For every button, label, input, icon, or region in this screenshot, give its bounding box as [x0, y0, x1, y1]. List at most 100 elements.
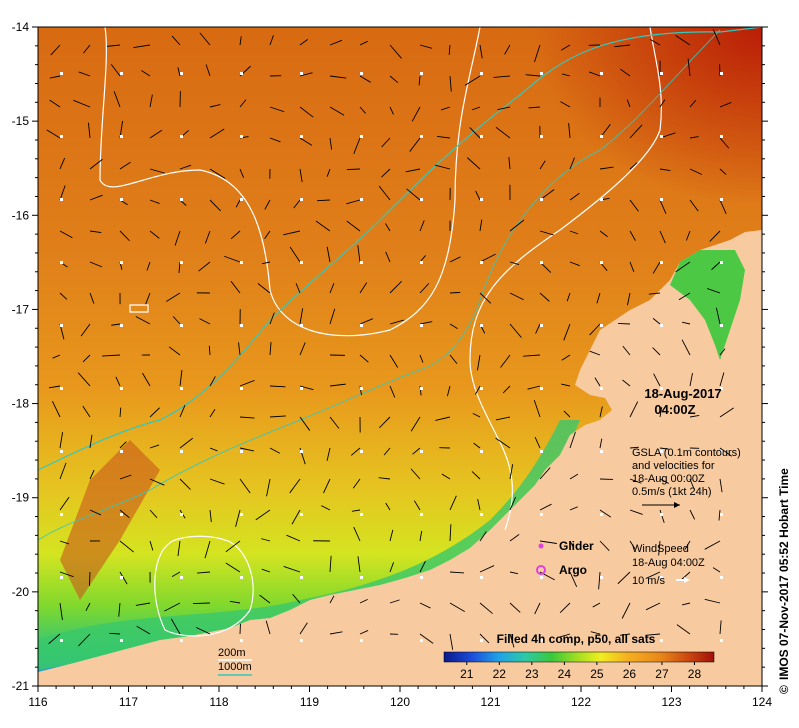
velocity-vector	[704, 540, 721, 550]
velocity-vector	[681, 321, 691, 325]
velocity-vector	[179, 478, 191, 490]
velocity-vector	[509, 602, 521, 613]
wind-marker	[300, 513, 303, 516]
velocity-vector	[295, 283, 301, 294]
velocity-vector	[269, 342, 272, 356]
velocity-vector	[406, 188, 421, 201]
x-tick-label: 116	[28, 695, 47, 709]
map-area	[38, 27, 762, 686]
velocity-vector	[321, 505, 331, 511]
wind-marker	[720, 576, 723, 579]
velocity-vector	[89, 509, 102, 516]
gsla-label-line4: 0.5m/s (1kt 24h)	[632, 486, 711, 498]
wind-marker	[300, 576, 303, 579]
colorbar-tick-label: 23	[525, 667, 539, 681]
velocity-vector	[359, 354, 369, 363]
velocity-vector	[594, 377, 601, 387]
velocity-vector	[266, 478, 271, 497]
wind-marker	[480, 387, 483, 390]
velocity-vector	[561, 383, 571, 387]
velocity-vector	[172, 316, 181, 325]
velocity-vector	[592, 602, 601, 608]
velocity-vector	[659, 478, 669, 484]
velocity-vector	[449, 495, 457, 511]
velocity-vector	[561, 73, 571, 77]
wind-marker	[660, 72, 663, 75]
velocity-vector	[269, 106, 285, 113]
velocity-vector	[509, 464, 514, 480]
velocity-vector	[719, 348, 726, 356]
wind-marker	[120, 450, 123, 453]
velocity-vector	[566, 292, 571, 302]
velocity-vector	[269, 35, 274, 46]
velocity-vector	[569, 157, 575, 170]
velocity-vector	[684, 540, 691, 550]
velocity-vector	[89, 434, 93, 449]
velocity-vector	[286, 534, 301, 542]
velocity-vector	[495, 126, 511, 139]
wind-label-line3: 10 m/s	[632, 575, 666, 587]
wind-marker	[660, 198, 663, 201]
wind-marker	[180, 639, 183, 642]
velocity-vector	[622, 345, 631, 356]
velocity-vector	[704, 598, 721, 604]
velocity-vector	[599, 230, 608, 238]
wind-marker	[120, 261, 123, 264]
velocity-vector	[389, 385, 396, 398]
velocity-vector	[419, 602, 431, 609]
wind-marker	[360, 261, 363, 264]
velocity-vector	[289, 246, 301, 263]
wind-marker	[540, 135, 543, 138]
velocity-vector	[329, 308, 336, 325]
velocity-vector	[78, 633, 91, 647]
velocity-vector	[479, 633, 490, 644]
cool-coastal-band	[38, 420, 580, 686]
velocity-vector	[523, 354, 541, 357]
wind-marker	[540, 576, 543, 579]
velocity-vector	[569, 506, 578, 511]
wind-marker	[420, 387, 423, 390]
velocity-vector	[269, 137, 281, 143]
velocity-vector	[477, 498, 481, 511]
velocity-vector	[352, 478, 361, 489]
wind-marker	[600, 639, 603, 642]
wind-label-line2: 18-Aug 04:00Z	[632, 557, 705, 569]
velocity-vector	[629, 478, 642, 484]
velocity-vector	[412, 447, 421, 455]
velocity-vector	[351, 509, 361, 512]
velocity-vector	[299, 72, 313, 77]
velocity-vector	[326, 447, 331, 461]
velocity-vector	[475, 190, 481, 201]
velocity-vector	[378, 477, 391, 480]
x-tick-label: 119	[300, 695, 319, 709]
velocity-vector	[649, 38, 661, 46]
velocity-vector	[509, 292, 524, 301]
wind-marker	[300, 639, 303, 642]
velocity-vector	[119, 230, 130, 242]
velocity-vector	[676, 624, 691, 635]
velocity-vector	[145, 292, 151, 305]
velocity-vector	[621, 602, 631, 619]
x-tick-label: 123	[661, 695, 681, 709]
wind-marker	[300, 72, 303, 75]
velocity-vector	[239, 416, 255, 419]
velocity-vector	[166, 292, 181, 302]
velocity-vector	[135, 602, 151, 606]
velocity-vector	[435, 416, 451, 421]
velocity-vector	[385, 502, 391, 511]
wind-marker	[600, 135, 603, 138]
wind-marker	[300, 387, 303, 390]
velocity-vector	[648, 292, 661, 295]
wind-marker	[420, 261, 423, 264]
velocity-vector	[471, 471, 481, 480]
velocity-vector	[133, 44, 151, 48]
velocity-vector	[329, 555, 332, 573]
velocity-vector	[80, 323, 91, 337]
isobath-200-shelf	[469, 27, 662, 531]
velocity-vector	[599, 509, 612, 518]
velocity-vector	[389, 319, 404, 325]
velocity-vector	[329, 39, 343, 46]
velocity-vector	[712, 29, 721, 46]
velocity-scale-arrow	[642, 502, 680, 508]
wind-marker	[600, 324, 603, 327]
